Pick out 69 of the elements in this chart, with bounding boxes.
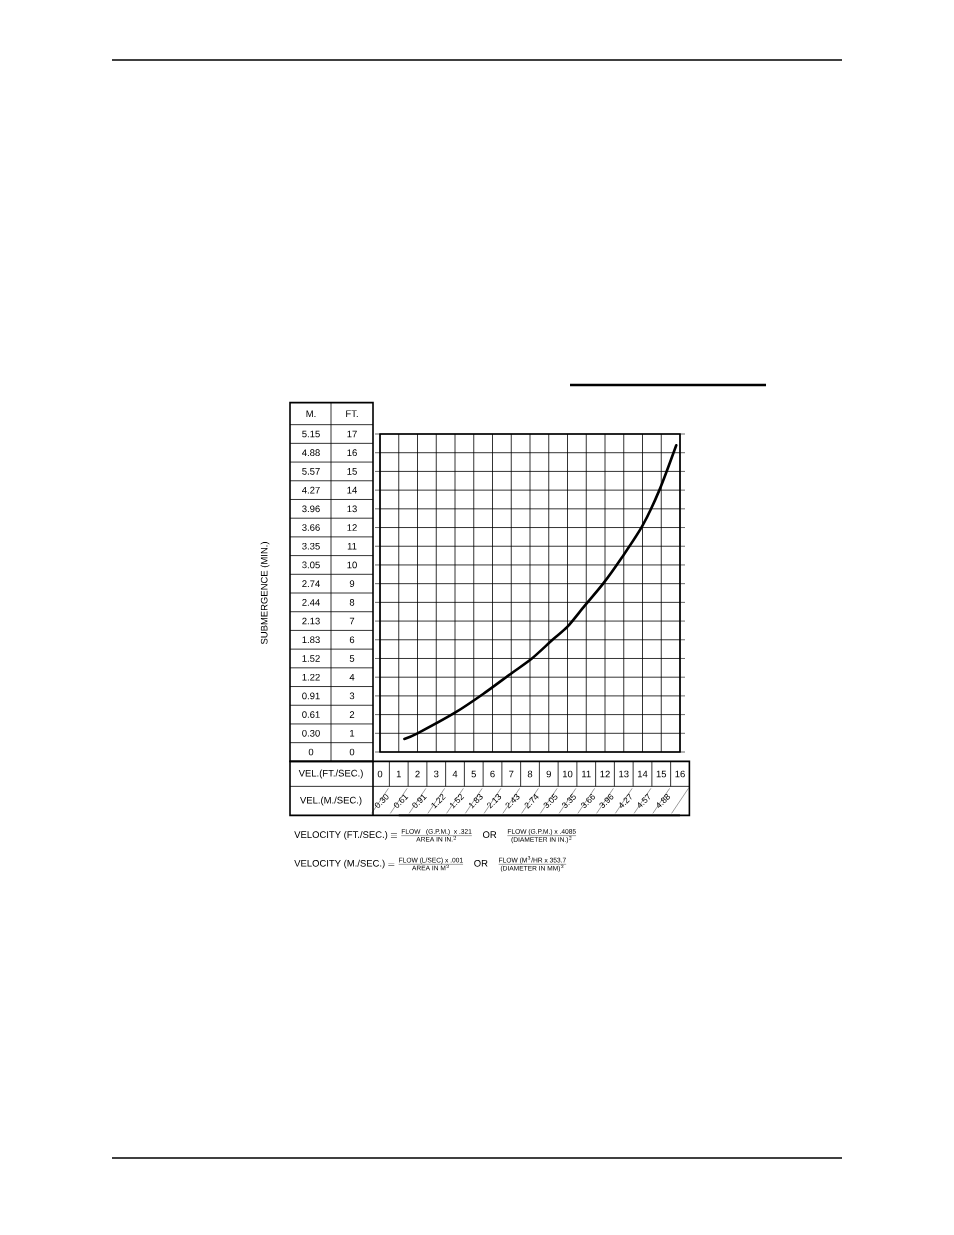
text: 3.05 (302, 561, 320, 569)
y-tick-label: 0 (349, 748, 355, 756)
x2-tick-label: 2.43 (505, 794, 520, 809)
text: 3.66 (302, 524, 320, 531)
text: 2.44 (302, 599, 320, 606)
text: 0.61 (302, 711, 320, 718)
text: FT. (346, 410, 358, 417)
y-tick-label: 17 (347, 430, 357, 438)
x2-tick-label: 1.22 (431, 794, 446, 809)
x-tick-label: 14 (637, 770, 648, 778)
x-tick-label: 1 (396, 770, 401, 778)
y-tick-label: 13 (347, 505, 357, 513)
text: 2.74 (302, 580, 320, 587)
text: SUBMERGENCE (MIN.) (260, 542, 270, 645)
y-tick-label: 6 (349, 636, 355, 644)
y-tick-label: 15 (347, 468, 357, 475)
x2-tick-label: 0.61 (393, 794, 409, 808)
x2-tick-label: 3.96 (599, 794, 614, 809)
y-tick-label: 3 (349, 692, 355, 700)
y-tick-label: 5 (349, 655, 355, 662)
text: 1.22 (302, 673, 320, 681)
x-tick-label: 4 (452, 770, 458, 778)
x-tick-label: 13 (619, 770, 629, 778)
x-tick-label: 16 (675, 770, 685, 778)
x-tick-label: 3 (433, 770, 439, 778)
x-axis-title: VEL.(FT./SEC.) (298, 769, 363, 779)
text: $\text{VELOCITY (FT./SEC.)}\equiv \frac{\text{FLOW \ \ (G.P.M.) \ x .321}}{\text{AREA IN IN.}^{2}}\quad\text{OR}\quad\frac{\text{FLOW (G.P.M.) x .4085}}{\text{(DIAMETER IN IN.)}^{2}}$ (294, 828, 577, 844)
x-tick-label: 2 (415, 770, 420, 778)
text: 4.27 (302, 486, 320, 494)
y-tick-label: 11 (347, 542, 357, 550)
text: 0.30 (302, 729, 320, 737)
y-tick-label: 8 (349, 599, 355, 606)
text: 0.91 (302, 692, 320, 700)
x-tick-label: 5 (471, 770, 476, 778)
text: 5.57 (302, 468, 320, 475)
y-tick-label: 16 (347, 449, 357, 457)
text: 2.13 (302, 617, 320, 625)
y-tick-label: 14 (347, 486, 357, 494)
y-tick-label: 7 (349, 617, 355, 625)
y-tick-label: 9 (349, 580, 355, 588)
x2-tick-label: 0.30 (374, 794, 389, 808)
x-tick-label: 7 (509, 770, 514, 778)
y-tick-label: 10 (347, 561, 357, 569)
x-tick-label: 11 (582, 770, 591, 778)
y-tick-label: 2 (349, 711, 355, 718)
text: 1.83 (302, 636, 320, 644)
x-tick-label: 10 (562, 770, 573, 778)
x-tick-label: 0 (377, 770, 383, 778)
x-tick-label: 9 (546, 770, 551, 778)
x-tick-label: 8 (527, 770, 533, 778)
text: M. (306, 410, 316, 417)
x2-tick-label: 3.66 (581, 794, 595, 809)
text: 4.88 (302, 449, 320, 457)
text: 3.35 (302, 542, 320, 550)
text: 5.15 (302, 430, 320, 438)
x2-tick-label: 4.88 (657, 794, 670, 808)
x-tick-label: 12 (600, 770, 610, 778)
text: 1.52 (302, 655, 320, 662)
y-tick-label: 4 (349, 673, 355, 681)
x2-tick-label: 0.91 (412, 794, 427, 808)
y-tick-label: 12 (347, 524, 357, 531)
x2-tick-label: 4.27 (619, 793, 632, 808)
x-tick-label: 15 (656, 770, 667, 778)
text: 0 (308, 748, 314, 756)
text: $\text{VELOCITY (M./SEC.)}= \frac{\text{FLOW (L/SEC) x .001}}{\text{AREA IN M}^{2}}\quad\text{OR}\quad\frac{\text{FLOW (M}^{3}\text{/HR x 353.7}}{\text{(DIAMETER IN MM)}^{2}}$ (294, 856, 567, 872)
text: 3.96 (302, 505, 320, 513)
y-tick-label: 1 (350, 730, 355, 737)
x-tick-label: 6 (490, 770, 495, 778)
x2-axis-title: VEL.(M./SEC.) (300, 796, 362, 806)
